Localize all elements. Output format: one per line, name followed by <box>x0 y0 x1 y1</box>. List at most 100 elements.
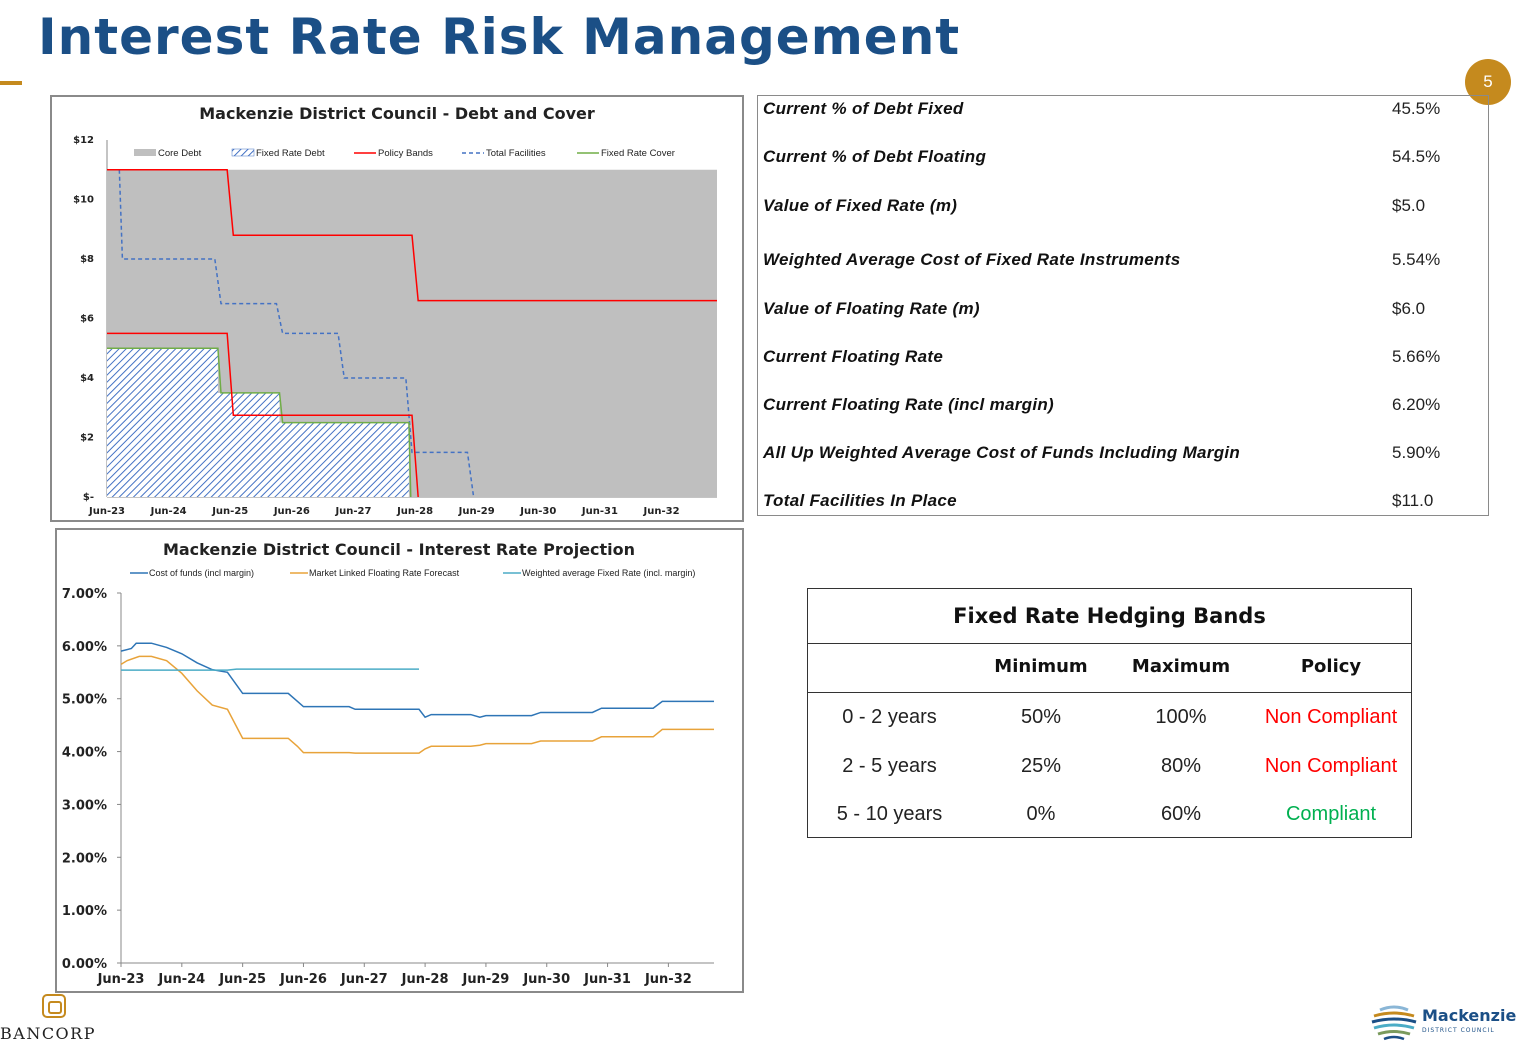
x-tick-label: Jun-26 <box>273 506 310 517</box>
policy-status-cell: Compliant <box>1285 803 1377 825</box>
metric-row: Current % of Debt Fixed 45.5% <box>758 99 1488 125</box>
y-tick-label: 6.00% <box>62 640 107 655</box>
metric-row: Value of Floating Rate (m) $6.0 <box>758 299 1488 325</box>
y-tick-label: $4 <box>80 373 94 384</box>
metric-row: Value of Fixed Rate (m) $5.0 <box>758 196 1488 222</box>
y-tick-label: 3.00% <box>62 798 107 813</box>
x-tick-label: Jun-32 <box>644 972 692 987</box>
metric-value: $5.0 <box>1392 196 1426 215</box>
metric-row: All Up Weighted Average Cost of Funds In… <box>758 443 1488 469</box>
metric-value: 5.90% <box>1392 443 1441 462</box>
x-tick-label: Jun-29 <box>462 972 510 987</box>
x-tick-label: Jun-23 <box>97 972 145 987</box>
band-cell: 5 - 10 years <box>836 803 943 825</box>
y-tick-label: 4.00% <box>62 746 107 761</box>
metric-label: Current Floating Rate (incl margin) <box>763 395 1055 414</box>
x-tick-label: Jun-27 <box>340 972 388 987</box>
legend-swatch-core-debt <box>134 149 156 156</box>
y-tick-label: 0.00% <box>62 957 107 972</box>
x-tick-label: Jun-24 <box>150 506 187 517</box>
metric-label: Value of Floating Rate (m) <box>763 299 980 318</box>
policy-band-upper-line <box>107 169 717 302</box>
y-tick-label: 1.00% <box>62 904 107 919</box>
metric-label: Current % of Debt Fixed <box>763 99 964 118</box>
x-tick-label: Jun-29 <box>458 506 495 517</box>
x-tick-label: Jun-28 <box>401 972 449 987</box>
fixed-rate-cover-line <box>107 347 412 498</box>
metric-value: 5.54% <box>1392 250 1441 269</box>
y-tick-label: 2.00% <box>62 851 107 866</box>
x-tick-label: Jun-25 <box>218 972 266 987</box>
legend-label: Weighted average Fixed Rate (incl. margi… <box>522 568 695 578</box>
maximum-cell: 100% <box>1155 706 1207 728</box>
rate-projection-chart: Mackenzie District Council - Interest Ra… <box>55 528 744 993</box>
legend-label: Fixed Rate Debt <box>256 148 325 159</box>
weighted-fixed-rate-line <box>121 668 420 671</box>
accent-mark <box>0 81 22 85</box>
floating-rate-forecast-line <box>120 655 714 754</box>
table-row: 0 - 2 years 50% 100% Non Compliant <box>808 693 1411 741</box>
chart-title: Mackenzie District Council - Debt and Co… <box>199 104 595 123</box>
metric-row: Total Facilities In Place $11.0 <box>758 491 1488 517</box>
bancorp-logo: BANCORP <box>0 994 115 1042</box>
council-subtitle: DISTRICT COUNCIL <box>1422 1027 1495 1034</box>
metric-label: Current % of Debt Floating <box>763 147 987 166</box>
metric-value: 54.5% <box>1392 147 1441 166</box>
y-tick-label: 5.00% <box>62 693 107 708</box>
bancorp-wordmark: BANCORP <box>0 1024 96 1042</box>
metric-label: Current Floating Rate <box>763 347 944 366</box>
y-tick-label: $6 <box>80 314 94 325</box>
metric-label: Total Facilities In Place <box>763 491 957 510</box>
y-tick-label: $2 <box>80 433 94 444</box>
x-tick-label: Jun-30 <box>522 972 570 987</box>
y-tick-label: $12 <box>73 135 94 146</box>
council-logo: Mackenzie DISTRICT COUNCIL <box>1370 1000 1523 1042</box>
x-tick-label: Jun-32 <box>643 506 680 517</box>
x-tick-label: Jun-24 <box>157 972 205 987</box>
policy-band-lower-line <box>107 332 419 498</box>
legend-label: Fixed Rate Cover <box>601 148 675 159</box>
metric-label: All Up Weighted Average Cost of Funds In… <box>763 443 1241 462</box>
table-row: 5 - 10 years 0% 60% Compliant <box>808 790 1411 838</box>
page-title: Interest Rate Risk Management <box>38 8 961 66</box>
hedging-bands-header-row: Minimum Maximum Policy <box>808 644 1411 693</box>
legend-label: Total Facilities <box>486 148 546 159</box>
maximum-cell: 80% <box>1160 755 1202 777</box>
cost-of-funds-line <box>120 642 714 719</box>
debt-metrics-table: Current % of Debt Fixed 45.5% Current % … <box>757 95 1489 516</box>
metric-value: 45.5% <box>1392 99 1441 118</box>
metric-row: Current % of Debt Floating 54.5% <box>758 147 1488 173</box>
metric-value: $6.0 <box>1392 299 1426 318</box>
hedging-bands-table: Fixed Rate Hedging Bands Minimum Maximum… <box>807 588 1412 838</box>
metric-value: 6.20% <box>1392 395 1441 414</box>
maximum-cell: 60% <box>1160 803 1202 825</box>
legend-label: Market Linked Floating Rate Forecast <box>309 568 460 578</box>
x-tick-label: Jun-27 <box>334 506 371 517</box>
table-row: 2 - 5 years 25% 80% Non Compliant <box>808 742 1411 790</box>
chart-title: Mackenzie District Council - Interest Ra… <box>163 540 635 559</box>
policy-status-cell: Non Compliant <box>1264 755 1398 777</box>
metric-row: Current Floating Rate 5.66% <box>758 347 1488 373</box>
legend-label: Policy Bands <box>378 148 433 159</box>
hedging-bands-title: Fixed Rate Hedging Bands <box>808 589 1411 644</box>
x-tick-label: Jun-23 <box>88 506 125 517</box>
x-tick-label: Jun-25 <box>211 506 248 517</box>
minimum-cell: 25% <box>1020 755 1062 777</box>
council-waves-icon <box>1371 1005 1417 1041</box>
x-tick-label: Jun-31 <box>583 972 631 987</box>
minimum-cell: 50% <box>1020 706 1062 728</box>
debt-cover-chart: Mackenzie District Council - Debt and Co… <box>50 95 744 522</box>
metric-value: 5.66% <box>1392 347 1441 366</box>
debt-cover-chart-svg: Mackenzie District Council - Debt and Co… <box>73 104 717 517</box>
y-tick-label: $10 <box>73 195 94 206</box>
metric-row: Current Floating Rate (incl margin) 6.20… <box>758 395 1488 421</box>
council-wordmark: Mackenzie <box>1422 1006 1517 1025</box>
fixed-rate-debt-area <box>107 348 409 497</box>
metric-label: Weighted Average Cost of Fixed Rate Inst… <box>763 250 1181 269</box>
band-cell: 0 - 2 years <box>842 706 937 728</box>
rate-projection-chart-svg: Mackenzie District Council - Interest Ra… <box>62 540 714 987</box>
y-tick-label: $8 <box>80 254 94 265</box>
x-tick-label: Jun-30 <box>519 506 556 517</box>
minimum-cell: 0% <box>1026 803 1056 825</box>
x-tick-label: Jun-26 <box>279 972 327 987</box>
